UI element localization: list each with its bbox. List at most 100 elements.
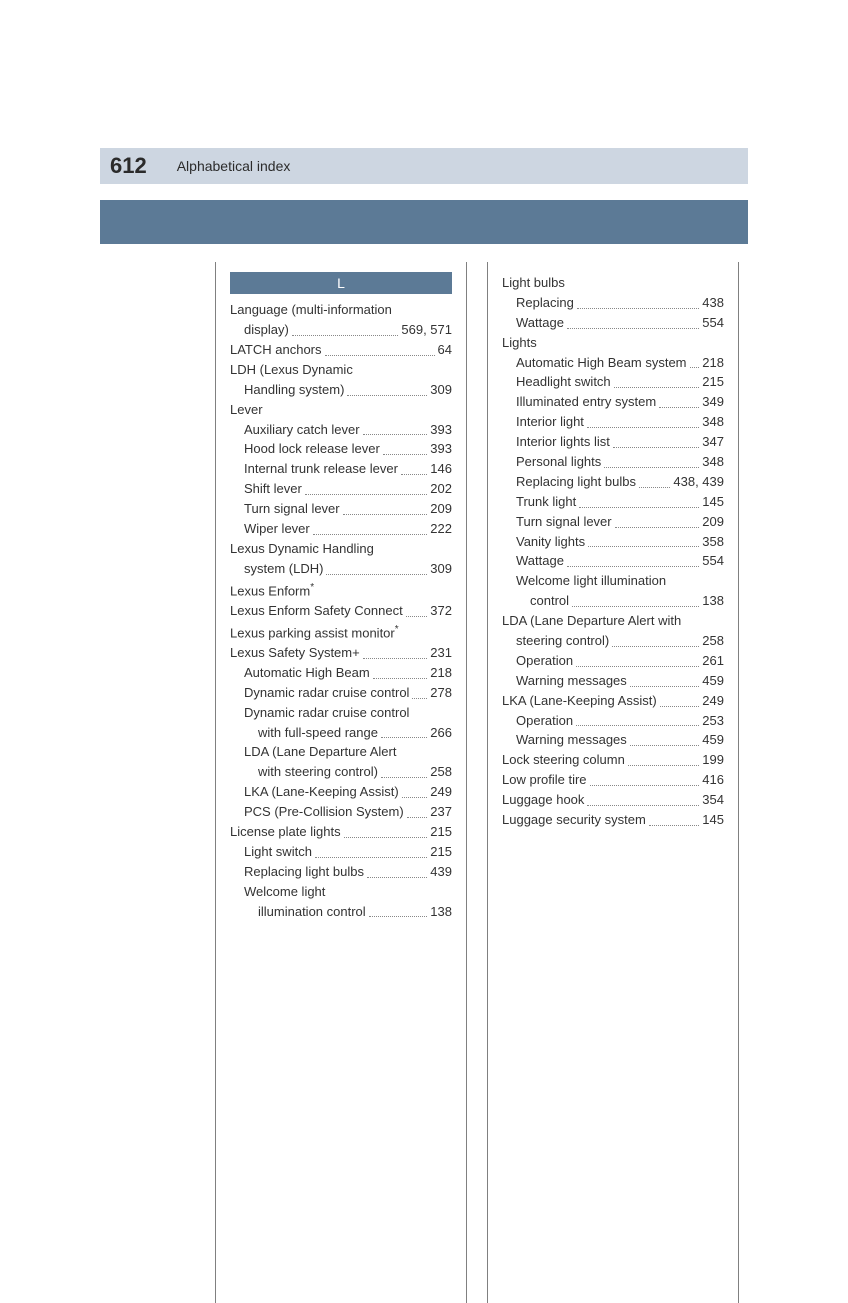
index-entry: Wattage554 — [502, 315, 724, 332]
index-entry-leader — [313, 534, 428, 535]
index-entry-label: Interior light — [516, 414, 584, 431]
index-column-right: Light bulbsReplacing438Wattage554LightsA… — [487, 262, 739, 1303]
index-entry-leader — [347, 395, 427, 396]
index-entry: Wattage554 — [502, 553, 724, 570]
index-entry-page: 439 — [430, 864, 452, 881]
index-entry: system (LDH)309 — [230, 561, 452, 578]
sub-band — [100, 200, 748, 244]
index-entry-label: illumination control — [258, 904, 366, 921]
index-entry-label: LKA (Lane-Keeping Assist) — [502, 693, 657, 710]
index-entry-label: PCS (Pre-Collision System) — [244, 804, 404, 821]
index-entry-page: 249 — [702, 693, 724, 710]
index-entry-page: 199 — [702, 752, 724, 769]
index-entry-page: 459 — [702, 732, 724, 749]
index-entry-leader — [383, 454, 427, 455]
index-entry-label: Operation — [516, 713, 573, 730]
index-entry-page: 554 — [702, 553, 724, 570]
index-entry-leader — [577, 308, 699, 309]
index-entry: Low profile tire416 — [502, 772, 724, 789]
index-entry-leader — [343, 514, 428, 515]
index-entry-page: 459 — [702, 673, 724, 690]
index-line: Light bulbs — [502, 275, 724, 292]
index-entry-label: Wiper lever — [244, 521, 310, 538]
index-entry: Trunk light145 — [502, 494, 724, 511]
index-entry: Operation253 — [502, 713, 724, 730]
index-entry-page: 348 — [702, 414, 724, 431]
index-entry-page: 222 — [430, 521, 452, 538]
index-entry-page: 231 — [430, 645, 452, 662]
index-entry-page: 349 — [702, 394, 724, 411]
index-entry-leader — [639, 487, 670, 488]
index-entry-page: 249 — [430, 784, 452, 801]
index-entry-label: Lexus Safety System+ — [230, 645, 360, 662]
index-entry-label: License plate lights — [230, 824, 341, 841]
index-entry-label: Headlight switch — [516, 374, 611, 391]
index-entry: Operation261 — [502, 653, 724, 670]
asterisk-icon: * — [395, 624, 399, 635]
header-title: Alphabetical index — [147, 158, 291, 174]
index-entry: License plate lights 215 — [230, 824, 452, 841]
index-entry-label: Luggage hook — [502, 792, 584, 809]
index-entry: Warning messages459 — [502, 732, 724, 749]
index-entry-label: Handling system) — [244, 382, 344, 399]
index-entry: Replacing light bulbs439 — [230, 864, 452, 881]
index-entry-page: 438 — [702, 295, 724, 312]
index-entry-leader — [659, 407, 699, 408]
index-entry-leader — [344, 837, 428, 838]
index-entry-label: with full-speed range — [258, 725, 378, 742]
index-entry-page: 261 — [702, 653, 724, 670]
index-entry-page: 358 — [702, 534, 724, 551]
index-entry-leader — [576, 725, 699, 726]
index-entry-label: Automatic High Beam — [244, 665, 370, 682]
index-entry: Replacing light bulbs438, 439 — [502, 474, 724, 491]
index-entry-page: 202 — [430, 481, 452, 498]
index-entry: Warning messages459 — [502, 673, 724, 690]
index-line: Lexus parking assist monitor* — [230, 623, 452, 642]
index-entry-leader — [381, 737, 427, 738]
index-entry-page: 278 — [430, 685, 452, 702]
index-line: Lexus Enform* — [230, 581, 452, 600]
index-entry-leader — [613, 447, 699, 448]
index-entry: Luggage security system145 — [502, 812, 724, 829]
index-entry-leader — [305, 494, 427, 495]
index-entry: Hood lock release lever393 — [230, 441, 452, 458]
index-entry-label: Hood lock release lever — [244, 441, 380, 458]
index-entry: Personal lights348 — [502, 454, 724, 471]
index-line: Language (multi-information — [230, 302, 452, 319]
index-entry: Handling system)309 — [230, 382, 452, 399]
index-entry-label: Internal trunk release lever — [244, 461, 398, 478]
index-entry-leader — [373, 678, 428, 679]
index-entry-leader — [630, 745, 700, 746]
index-entry-label: Wattage — [516, 315, 564, 332]
index-entry-label: LKA (Lane-Keeping Assist) — [244, 784, 399, 801]
index-entry: Turn signal lever209 — [230, 501, 452, 518]
index-entry: LATCH anchors64 — [230, 342, 452, 359]
index-entry: with full-speed range 266 — [230, 725, 452, 742]
index-entry-label: Vanity lights — [516, 534, 585, 551]
index-entry-leader — [567, 328, 699, 329]
index-entry-page: 215 — [702, 374, 724, 391]
index-entry-label: Lexus Enform Safety Connect — [230, 603, 403, 620]
index-entry-page: 237 — [430, 804, 452, 821]
index-entry: LKA (Lane-Keeping Assist) 249 — [230, 784, 452, 801]
index-entry: Auxiliary catch lever393 — [230, 422, 452, 439]
index-entry-page: 209 — [702, 514, 724, 531]
index-entry-leader — [369, 916, 428, 917]
index-entry-label: system (LDH) — [244, 561, 323, 578]
index-entry-label: Lock steering column — [502, 752, 625, 769]
index-entry-page: 258 — [702, 633, 724, 650]
index-entry-label: Dynamic radar cruise control — [244, 685, 409, 702]
index-entry: PCS (Pre-Collision System) 237 — [230, 804, 452, 821]
index-entry-leader — [381, 777, 427, 778]
index-entry-page: 215 — [430, 824, 452, 841]
index-entry: Lexus Safety System+ 231 — [230, 645, 452, 662]
index-entry-page: 348 — [702, 454, 724, 471]
index-entry: Shift lever202 — [230, 481, 452, 498]
index-entry-label: steering control) — [516, 633, 609, 650]
index-entry: Lexus Enform Safety Connect372 — [230, 603, 452, 620]
index-entry: Interior light 348 — [502, 414, 724, 431]
index-entry-page: 266 — [430, 725, 452, 742]
section-letter: L — [230, 272, 452, 294]
index-entry-leader — [572, 606, 699, 607]
index-line: LDH (Lexus Dynamic — [230, 362, 452, 379]
